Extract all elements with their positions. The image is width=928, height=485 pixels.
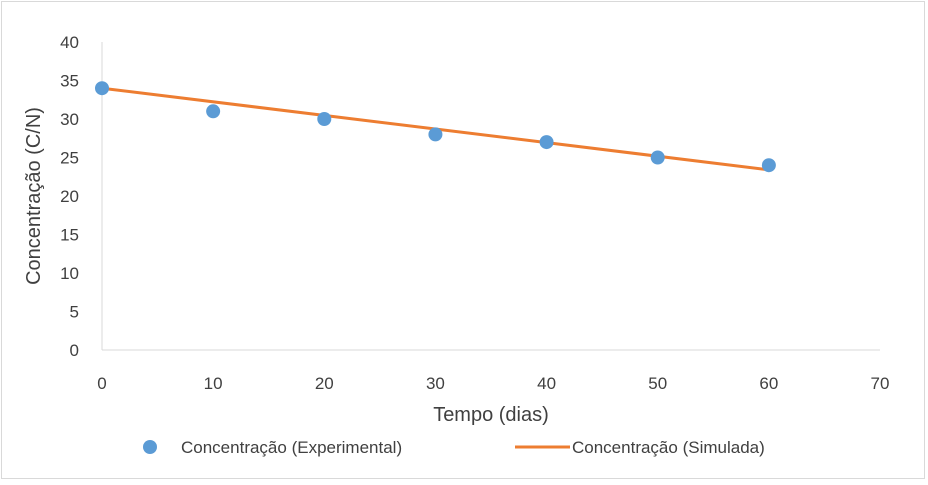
legend-label-experimental: Concentração (Experimental)	[181, 438, 402, 457]
y-axis-title: Concentração (C/N)	[23, 107, 45, 285]
y-tick-label: 5	[70, 303, 79, 322]
y-tick-label: 0	[70, 341, 79, 360]
x-tick-label: 30	[426, 374, 445, 393]
y-tick-label: 15	[60, 226, 79, 245]
chart-legend: Concentração (Experimental) Concentração…	[143, 438, 765, 457]
data-point-experimental	[650, 150, 665, 165]
y-tick-label: 30	[60, 110, 79, 129]
y-tick-label: 35	[60, 72, 79, 91]
data-point-experimental	[428, 127, 443, 142]
x-tick-label: 50	[648, 374, 667, 393]
legend-label-simulada: Concentração (Simulada)	[572, 438, 765, 457]
x-tick-label: 20	[315, 374, 334, 393]
x-tick-label: 0	[97, 374, 106, 393]
chart-axes	[101, 42, 880, 351]
y-tick-labels: 0 5 10 15 20 25 30 35 40	[60, 33, 79, 360]
y-tick-label: 20	[60, 187, 79, 206]
x-tick-label: 70	[871, 374, 890, 393]
legend-marker-experimental	[143, 440, 157, 454]
x-tick-labels: 0 10 20 30 40 50 60 70	[97, 374, 889, 393]
data-point-experimental	[206, 104, 221, 119]
y-tick-label: 25	[60, 149, 79, 168]
data-point-experimental	[317, 112, 332, 126]
x-tick-label: 40	[537, 374, 556, 393]
data-point-experimental	[95, 81, 109, 96]
data-point-experimental	[539, 135, 554, 150]
data-point-experimental	[761, 158, 776, 173]
plot-series	[95, 81, 776, 173]
x-tick-label: 60	[759, 374, 778, 393]
x-tick-label: 10	[204, 374, 223, 393]
y-tick-label: 40	[60, 33, 79, 52]
x-axis-title: Tempo (dias)	[433, 404, 549, 426]
y-tick-label: 10	[60, 264, 79, 283]
